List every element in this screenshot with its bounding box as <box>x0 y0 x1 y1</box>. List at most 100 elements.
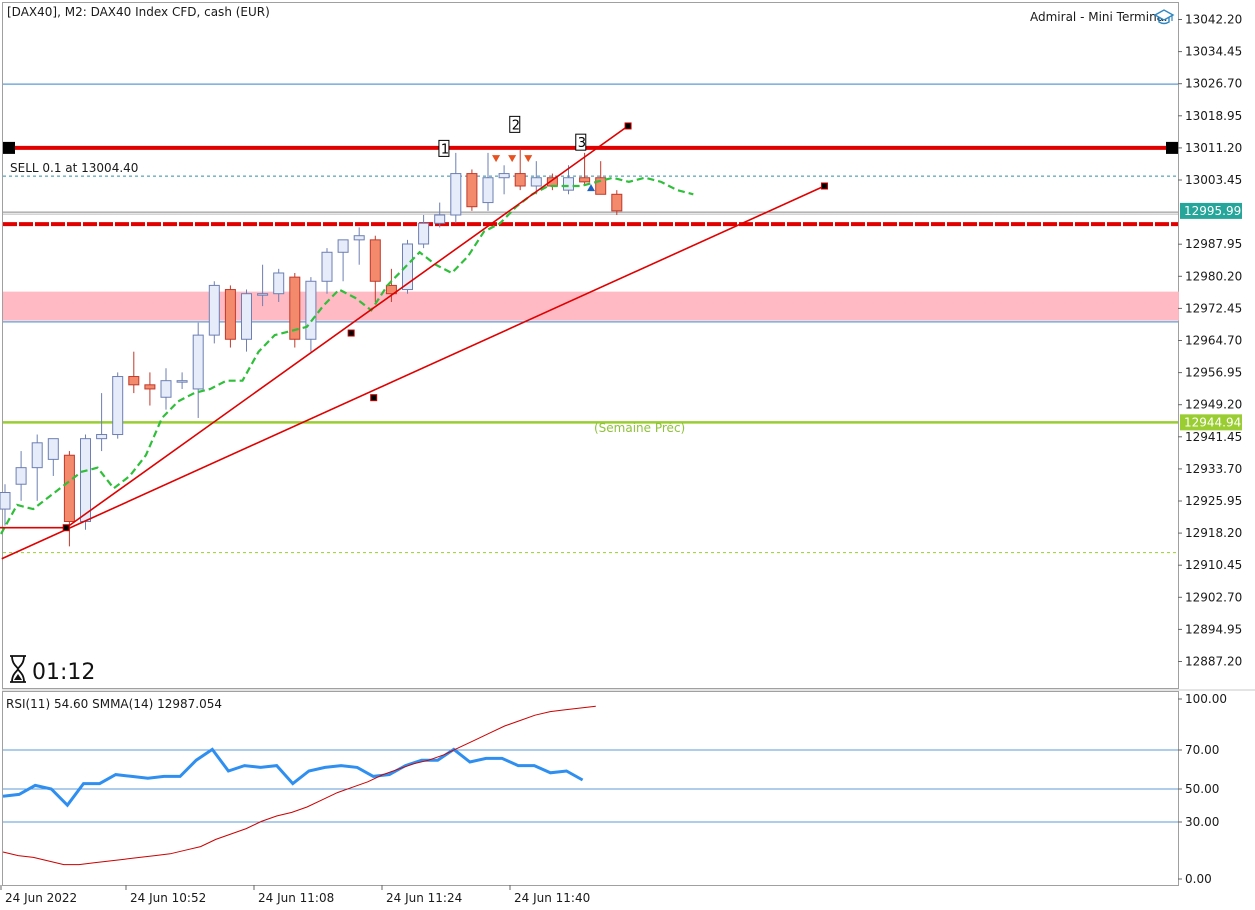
candle-body <box>112 376 124 436</box>
trend-anchor <box>624 122 632 130</box>
trade-arrows <box>492 155 596 192</box>
trend-anchor <box>62 524 70 532</box>
supply-zone-rect <box>3 291 1179 321</box>
candle-body <box>144 384 156 390</box>
price-tick-label: 12987.95 <box>1185 237 1242 251</box>
candle-body <box>257 293 269 296</box>
price-tick-label: 12933.70 <box>1185 462 1242 476</box>
trend-anchor <box>347 329 355 337</box>
candle-body <box>63 454 75 523</box>
hourglass-icon <box>10 655 26 683</box>
candle-body <box>611 193 623 212</box>
price-tick-label: 12964.70 <box>1185 334 1242 348</box>
candle-body <box>47 438 59 460</box>
weekly-level-label: 12944.94 <box>1184 415 1241 429</box>
price-tick-label: 13011.20 <box>1185 141 1242 155</box>
level-handle-right <box>1166 141 1178 154</box>
brand-label: Admiral - Mini Terminal <box>1030 10 1167 24</box>
rsi-panel: 100.00 70.00 50.00 30.00 0.00 <box>2 692 1227 886</box>
candle-body <box>208 284 220 336</box>
trend-line-2 <box>1 185 825 560</box>
price-axis: 13042.20 13034.45 13026.70 13018.95 13011.20… <box>1178 13 1242 669</box>
current-price-tag <box>1180 202 1242 219</box>
price-tick-label: 13018.95 <box>1185 109 1242 123</box>
candle-body <box>482 177 494 204</box>
rsi-tick-label: 70.00 <box>1185 743 1219 757</box>
candle-body <box>595 177 607 195</box>
candle-body <box>96 434 108 440</box>
candle-body <box>530 177 542 187</box>
order-label[interactable]: SELL 0.1 at 13004.40 <box>10 161 138 175</box>
wave-labels: 1 2 3 <box>438 115 587 157</box>
sell-arrow <box>508 155 517 163</box>
candle-body <box>15 467 27 485</box>
rsi-line <box>2 747 584 808</box>
current-price-label: 12995.99 <box>1184 204 1241 218</box>
candle-body <box>192 334 204 390</box>
price-tick-label: 12949.20 <box>1185 398 1242 412</box>
time-tick-label: 24 Jun 10:52 <box>130 891 206 905</box>
candle-body <box>273 272 285 295</box>
candle-body <box>579 177 591 183</box>
rsi-tick-label: 30.00 <box>1185 815 1219 829</box>
weekly-level-caption: (Semaine Préc) <box>594 421 685 435</box>
price-tick-label: 12925.95 <box>1185 494 1242 508</box>
price-tick-label: 13026.70 <box>1185 77 1242 91</box>
time-tick-label: 24 Jun 11:08 <box>258 891 334 905</box>
countdown-timer: 01:12 <box>32 660 95 685</box>
horizontal-levels <box>3 83 1178 554</box>
candle-body <box>241 293 252 340</box>
moving-average-line <box>0 176 694 535</box>
trend-lines[interactable] <box>0 122 828 560</box>
price-tick-label: 12910.45 <box>1185 558 1242 572</box>
candle-body <box>31 442 43 469</box>
price-tick-label: 12902.70 <box>1185 590 1242 604</box>
trend-anchor <box>820 182 828 190</box>
rsi-tick-label: 100.00 <box>1185 692 1227 706</box>
wave-label: 2 <box>512 118 520 133</box>
moving-average-series <box>0 176 694 535</box>
candle-body <box>450 173 462 216</box>
candle-body <box>402 243 413 291</box>
weekly-level-tag <box>1180 414 1242 431</box>
level-handle-left <box>3 141 15 154</box>
price-tick-label: 12956.95 <box>1185 366 1242 380</box>
candle-body <box>434 214 446 224</box>
candle-body <box>385 284 397 295</box>
price-tick-label: 12918.20 <box>1185 526 1242 540</box>
wave-box <box>438 139 450 157</box>
candle-body <box>160 380 172 398</box>
time-tick-label: 24 Jun 11:24 <box>386 891 462 905</box>
candle-body <box>80 438 91 523</box>
main-panel-frame <box>2 2 1179 689</box>
graduation-cap-icon <box>1153 9 1175 25</box>
wave-box <box>575 133 587 151</box>
candle-body <box>498 173 510 179</box>
candle-body <box>176 380 188 383</box>
candle-body <box>418 222 430 245</box>
time-axis: 24 Jun 2022 24 Jun 10:52 24 Jun 11:08 24 Ju… <box>0 885 590 905</box>
candle-body <box>514 173 526 187</box>
candle-body <box>466 173 478 208</box>
rsi-indicator-label: RSI(11) 54.60 SMMA(14) 12987.054 <box>6 697 222 711</box>
candle-body <box>128 376 140 386</box>
candle-body <box>369 239 381 282</box>
buy-arrow <box>587 184 596 192</box>
candle-body <box>289 276 301 340</box>
price-tick-label: 12972.45 <box>1185 301 1242 315</box>
candle-body <box>563 177 574 191</box>
sell-arrow <box>524 155 533 163</box>
sell-arrow <box>492 155 501 163</box>
price-tick-label: 12980.20 <box>1185 269 1242 283</box>
trend-anchor <box>370 394 378 402</box>
supply-zone <box>3 291 1179 321</box>
rsi-tick-label: 0.00 <box>1185 872 1212 886</box>
candle-body <box>353 235 365 241</box>
time-tick-label: 24 Jun 11:40 <box>514 891 590 905</box>
price-tick-label: 12941.45 <box>1185 430 1242 444</box>
candle-body <box>337 239 349 253</box>
candle-body <box>224 289 236 340</box>
candle-body <box>0 492 11 510</box>
candle-body <box>305 280 317 340</box>
